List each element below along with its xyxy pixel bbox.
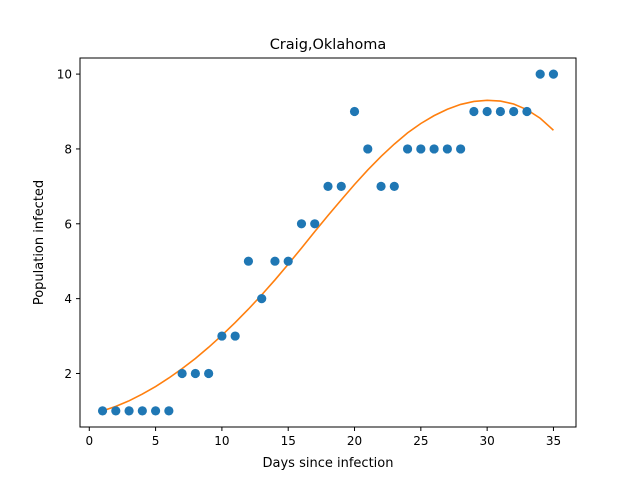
data-point [270,256,280,266]
data-point [548,69,559,79]
x-axis-label: Days since infection [263,456,394,471]
y-axis-label: Population infected [32,180,47,305]
data-point [137,406,147,416]
x-tick-label: 0 [85,434,93,448]
data-point [323,181,333,191]
y-tick-label: 8 [64,142,72,156]
x-tick-label: 25 [413,434,428,448]
fit-curve [102,99,554,412]
chart-title: Craig,Oklahoma [270,37,387,53]
data-point [495,106,506,117]
y-axis: 2 4 6 8 10 [57,68,80,381]
y-tick-label: 6 [64,217,72,231]
data-point [482,106,492,117]
data-point [469,106,479,117]
x-tick-label: 5 [152,434,160,448]
data-point [389,181,399,191]
data-point [283,256,293,266]
y-tick-label: 2 [64,367,72,381]
data-point [243,256,254,266]
data-point [429,144,439,154]
data-point [402,144,413,154]
data-point [363,144,373,154]
data-point [416,144,426,154]
data-point [97,406,108,416]
plot-frame [79,57,577,428]
data-point [111,406,121,416]
data-point [535,69,545,79]
data-point [150,406,161,416]
x-tick-label: 30 [480,434,495,448]
data-point [336,181,346,191]
data-point [190,368,200,379]
y-tick-label: 4 [64,292,72,306]
x-tick-label: 35 [546,434,561,448]
x-tick-label: 15 [281,434,296,448]
x-tick-label: 10 [214,434,229,448]
data-point [177,368,187,379]
data-point [217,331,227,341]
data-point [164,406,174,416]
x-axis: 0 5 10 15 20 25 30 35 [85,427,561,448]
data-point [204,368,214,379]
data-point [522,106,532,117]
x-tick-label: 20 [347,434,362,448]
data-point [310,219,320,229]
data-point [376,181,386,191]
data-point [442,144,452,154]
data-point [257,294,267,304]
points-layer [97,69,559,416]
data-point [509,106,519,117]
fit-line-layer [102,99,554,412]
data-point [456,144,466,154]
data-point [230,331,240,341]
y-tick-label: 10 [57,68,72,82]
data-point [296,219,307,229]
data-point [124,406,134,416]
data-point [349,106,360,117]
